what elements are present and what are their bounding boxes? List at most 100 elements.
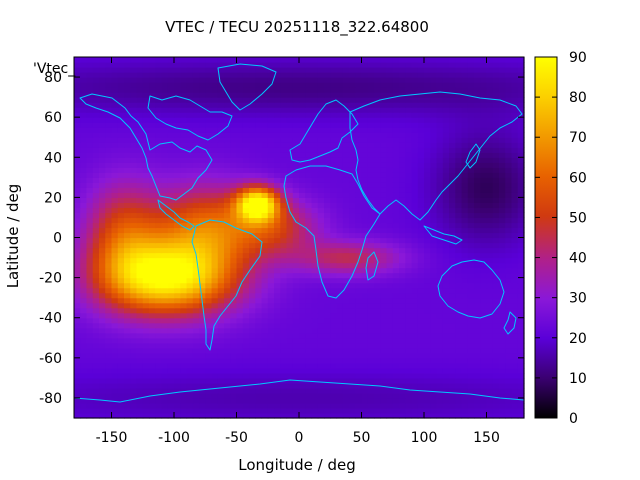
heatmap-cell	[324, 207, 331, 214]
heatmap-cell	[430, 357, 438, 364]
heatmap-cell	[305, 407, 313, 414]
heatmap-cell	[411, 327, 419, 334]
heatmap-cell	[511, 197, 519, 203]
heatmap-cell	[305, 272, 313, 279]
heatmap-cell	[367, 177, 375, 183]
heatmap-cell	[155, 307, 163, 314]
heatmap-cell	[392, 267, 400, 274]
heatmap-cell	[467, 202, 475, 209]
heatmap-cell	[367, 412, 375, 419]
heatmap-cell	[386, 377, 394, 384]
heatmap-cell	[492, 112, 500, 118]
heatmap-cell	[455, 207, 463, 214]
heatmap-cell	[311, 302, 319, 309]
heatmap-cell	[324, 192, 331, 198]
heatmap-cell	[430, 152, 438, 158]
heatmap-cell	[505, 362, 513, 369]
heatmap-cell	[174, 227, 181, 234]
heatmap-cell	[461, 107, 469, 113]
heatmap-cell	[261, 117, 269, 123]
heatmap-cell	[161, 97, 169, 103]
heatmap-cell	[99, 342, 106, 349]
heatmap-cell	[436, 102, 444, 108]
heatmap-cell	[480, 247, 488, 254]
heatmap-cell	[367, 392, 375, 399]
heatmap-cell	[317, 192, 325, 198]
heatmap-cell	[405, 177, 413, 183]
heatmap-cell	[205, 297, 213, 304]
heatmap-cell	[517, 122, 525, 128]
heatmap-cell	[249, 202, 256, 209]
heatmap-cell	[117, 257, 125, 264]
heatmap-cell	[136, 247, 144, 254]
heatmap-cell	[380, 402, 388, 409]
heatmap-cell	[411, 402, 419, 409]
heatmap-cell	[236, 342, 244, 349]
heatmap-cell	[199, 332, 206, 339]
heatmap-cell	[286, 132, 294, 138]
heatmap-cell	[392, 177, 400, 183]
heatmap-cell	[411, 367, 419, 374]
heatmap-cell	[124, 407, 131, 414]
heatmap-cell	[149, 397, 156, 404]
heatmap-cell	[517, 222, 525, 229]
heatmap-cell	[330, 122, 338, 128]
heatmap-cell	[149, 407, 156, 414]
heatmap-cell	[255, 92, 263, 98]
heatmap-cell	[167, 327, 175, 334]
heatmap-cell	[167, 177, 175, 183]
heatmap-cell	[111, 407, 119, 414]
heatmap-cell	[211, 322, 219, 329]
heatmap-cell	[417, 402, 425, 409]
heatmap-cell	[380, 307, 388, 314]
heatmap-cell	[317, 182, 325, 188]
heatmap-cell	[442, 242, 450, 249]
heatmap-cell	[217, 172, 225, 178]
heatmap-cell	[367, 262, 375, 269]
heatmap-cell	[355, 162, 363, 168]
heatmap-cell	[380, 172, 388, 178]
heatmap-cell	[486, 127, 494, 133]
heatmap-cell	[305, 377, 313, 384]
heatmap-cell	[192, 72, 200, 78]
heatmap-cell	[336, 212, 344, 219]
heatmap-cell	[474, 302, 481, 309]
heatmap-cell	[86, 82, 94, 88]
heatmap-cell	[467, 377, 475, 384]
heatmap-cell	[117, 277, 125, 284]
heatmap-cell	[374, 152, 381, 158]
heatmap-cell	[317, 87, 325, 93]
heatmap-cell	[205, 327, 213, 334]
heatmap-cell	[167, 107, 175, 113]
heatmap-cell	[255, 132, 263, 138]
heatmap-cell	[461, 287, 469, 294]
heatmap-cell	[286, 107, 294, 113]
heatmap-cell	[392, 152, 400, 158]
heatmap-cell	[436, 302, 444, 309]
heatmap-cell	[249, 327, 256, 334]
heatmap-cell	[199, 97, 206, 103]
heatmap-cell	[424, 242, 431, 249]
heatmap-cell	[311, 372, 319, 379]
heatmap-cell	[161, 302, 169, 309]
heatmap-cell	[349, 222, 356, 229]
heatmap-cell	[142, 347, 150, 354]
heatmap-cell	[499, 227, 506, 234]
heatmap-cell	[217, 107, 225, 113]
heatmap-cell	[99, 72, 106, 78]
heatmap-cell	[492, 262, 500, 269]
heatmap-cell	[267, 192, 275, 198]
heatmap-cell	[424, 232, 431, 239]
heatmap-cell	[361, 142, 369, 148]
heatmap-cell	[380, 117, 388, 123]
heatmap-cell	[305, 287, 313, 294]
heatmap-cell	[380, 162, 388, 168]
heatmap-cell	[336, 307, 344, 314]
heatmap-cell	[349, 177, 356, 183]
heatmap-cell	[286, 137, 294, 143]
heatmap-cell	[92, 127, 100, 133]
heatmap-cell	[461, 362, 469, 369]
heatmap-cell	[411, 112, 419, 118]
heatmap-cell	[486, 357, 494, 364]
heatmap-cell	[111, 352, 119, 359]
